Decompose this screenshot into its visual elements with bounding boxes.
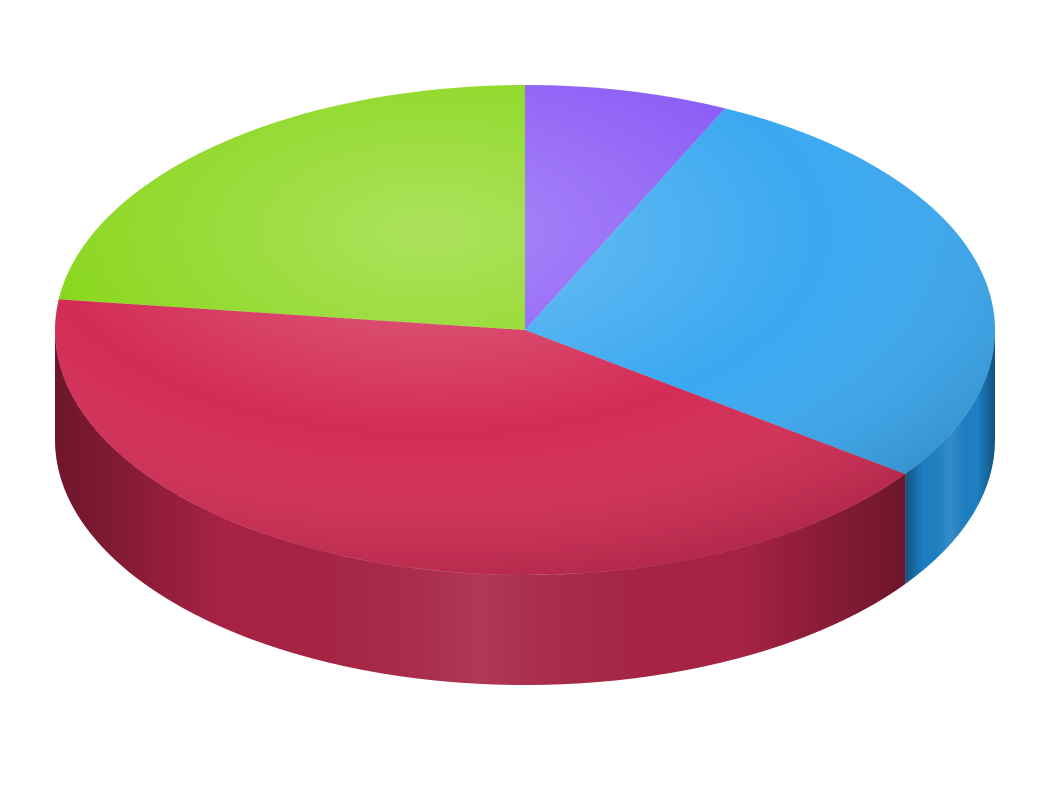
pie-slice-3 [59, 85, 525, 330]
pie-top [55, 85, 995, 575]
pie-chart-3d [0, 0, 1050, 800]
